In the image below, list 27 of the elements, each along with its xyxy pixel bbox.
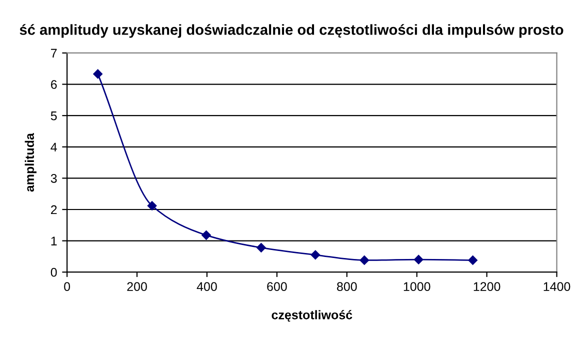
point — [147, 201, 157, 210]
x-tick-label: 400 — [196, 282, 217, 292]
y-tick-label: 7 — [51, 48, 57, 58]
y-tick-label: 0 — [50, 268, 57, 277]
point — [256, 243, 266, 252]
x-tick-label: 1400 — [544, 282, 570, 292]
point — [93, 69, 102, 79]
chart-title: ść amplitudy uzyskanej doświadczalnie od częstotliwości dla impulsów prosto — [20, 24, 564, 38]
y-tick-label: 6 — [51, 80, 57, 89]
x-axis-title: częstotliwość — [272, 310, 352, 322]
x-tick-label: 1200 — [474, 282, 500, 292]
point — [468, 256, 478, 265]
point — [414, 254, 424, 264]
x-tick-label: 200 — [127, 282, 147, 292]
y-tick-label: 5 — [50, 112, 57, 120]
x-tick-label: 800 — [337, 282, 357, 292]
y-tick-label: 2 — [51, 205, 57, 214]
x-tick-label: 0 — [64, 282, 70, 292]
y-tick-label: 3 — [50, 174, 57, 183]
point — [202, 230, 211, 240]
y-tick-label: 4 — [50, 142, 57, 152]
y-tick-label: 1 — [51, 236, 57, 246]
x-tick-label: 600 — [267, 282, 287, 292]
x-tick-label: 1000 — [404, 282, 430, 292]
point — [360, 256, 369, 265]
point — [310, 250, 320, 260]
y-axis-title: amplituda — [24, 132, 36, 192]
